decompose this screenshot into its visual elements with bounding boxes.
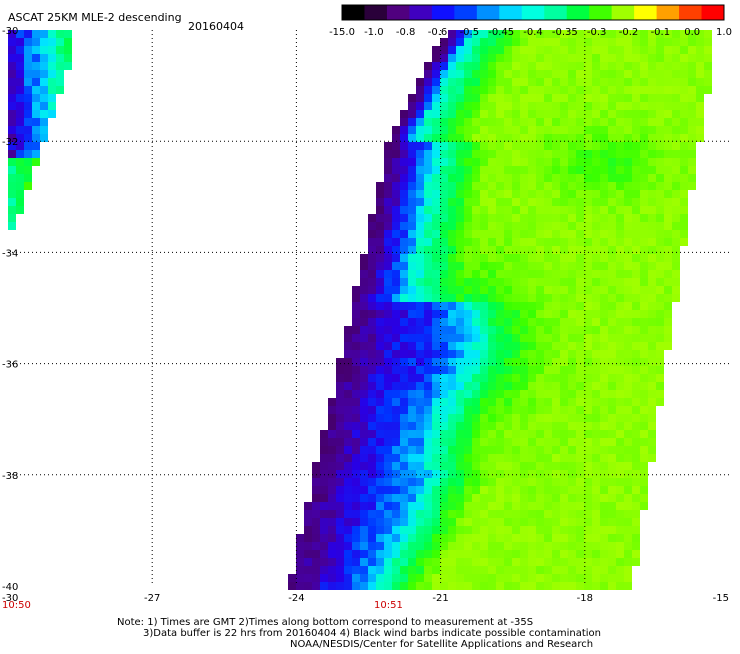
colorbar-swatch [364,5,388,20]
colorbar-label: -0.3 [587,27,607,38]
y-tick-label: -38 [2,471,18,482]
note-line-1: Note: 1) Times are GMT 2)Times along bot… [117,617,534,628]
colorbar-label: -0.4 [523,27,543,38]
colorbar-swatch [499,5,523,20]
colorbar-label: -0.45 [488,27,514,38]
x-tick-label: -27 [144,593,160,604]
colorbar-label: -0.5 [460,27,480,38]
colorbar-swatch [701,5,725,20]
lat-lon-grid [8,30,729,586]
colorbar-label: -15.0 [329,27,355,38]
y-tick-label: -36 [2,360,18,371]
colorbar-swatch [431,5,455,20]
colorbar: -15.0 -1.0 -0.8 -0.6 -0.5 -0.45 -0.4 -0.35 -0.3 -… [329,4,732,38]
colorbar-label: -0.8 [396,27,416,38]
colorbar-swatch [521,5,545,20]
colorbar-label: -0.6 [428,27,448,38]
y-tick-label: -34 [2,248,18,259]
note-line-3: NOAA/NESDIS/Center for Satellite Applica… [290,639,594,650]
x-tick-label: -15 [713,593,729,604]
colorbar-swatch [656,5,680,20]
colorbar-swatch [679,5,703,20]
colorbar-swatch [454,5,478,20]
colorbar-swatch [566,5,590,20]
colorbar-swatch [611,5,635,20]
x-tick-label: -21 [432,593,448,604]
colorbar-swatch [476,5,500,20]
colorbar-swatch [386,5,410,20]
colorbar-label: -0.35 [552,27,578,38]
colorbar-label: 0.0 [684,27,700,38]
colorbar-swatch [634,5,658,20]
colorbar-swatch [589,5,613,20]
x-tick-label: -18 [577,593,593,604]
time-label-swath: 10:51 [374,600,403,611]
x-tick-label: -30 [2,593,18,604]
y-tick-label: -40 [2,582,18,593]
colorbar-swatch [544,5,568,20]
note-line-2: 3)Data buffer is 22 hrs from 20160404 4)… [143,628,601,639]
map-date: 20160404 [188,20,244,33]
swath-data-layer [8,30,712,590]
colorbar-label: -0.1 [651,27,671,38]
y-tick-label: -30 [2,26,18,37]
map-title: ASCAT 25KM MLE-2 descending [8,11,182,24]
colorbar-label: -0.2 [619,27,639,38]
axis-tick-labels: -30 -27 -24 -21 -18 -15 -30 -32 -34 -36 -38 -40 [2,26,729,604]
colorbar-swatch [342,5,365,20]
y-tick-label: -32 [2,137,18,148]
colorbar-swatch [409,5,433,20]
time-label-start: 10:50 [2,600,31,611]
x-tick-label: -24 [288,593,304,604]
colorbar-label: -1.0 [364,27,384,38]
colorbar-label: 1.0 [716,27,732,38]
